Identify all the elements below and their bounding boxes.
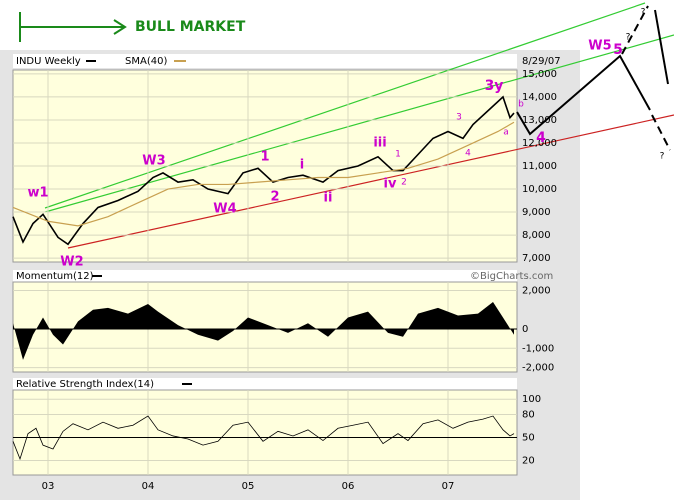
wave-label: 2 <box>401 178 407 188</box>
y-tick-label: 20 <box>522 455 535 466</box>
wave-label: iv <box>384 177 397 192</box>
header-title: BULL MARKET <box>135 19 246 35</box>
wave-label: W3 <box>142 154 165 169</box>
wave-label: w1 <box>27 186 48 201</box>
source: ©BigCharts.com <box>470 271 553 282</box>
channel-line <box>44 34 674 213</box>
wave-label: 3y <box>485 78 504 94</box>
y-tick-label: 100 <box>522 394 541 405</box>
y-tick-label: 13,000 <box>522 115 557 126</box>
y-tick-label: 12,000 <box>522 138 557 149</box>
chart-title: INDU Weekly <box>16 56 81 67</box>
wave-label: 1 <box>395 150 401 160</box>
wave-label: 5 <box>613 42 623 58</box>
wave-label: W2 <box>60 255 83 270</box>
header-strip <box>13 270 517 282</box>
projection <box>516 54 651 136</box>
x-tick-label: 04 <box>142 481 155 492</box>
date-label: 8/29/07 <box>522 56 561 67</box>
panel-title: Relative Strength Index(14) <box>16 379 154 390</box>
series-line <box>12 121 515 227</box>
y-tick-label: 80 <box>522 410 535 421</box>
wave-label: 4 <box>465 149 471 159</box>
channel-line <box>44 2 646 209</box>
arrow-head <box>113 19 127 35</box>
series-line <box>12 95 515 246</box>
plot: 7,0008,0009,00010,00011,00012,00013,0001… <box>12 8 665 492</box>
rsi-line <box>12 415 515 461</box>
wave-label: iii <box>373 136 386 151</box>
y-tick-label: 2,000 <box>522 285 551 296</box>
wave-label: ? <box>641 8 646 18</box>
projection <box>621 5 649 55</box>
momentum-area <box>13 302 514 360</box>
wave-label: W4 <box>213 202 236 217</box>
rsi-panel <box>12 389 518 476</box>
y-tick-label: -1,000 <box>522 343 554 354</box>
header-strip <box>13 378 517 390</box>
y-tick-label: 14,000 <box>522 92 557 103</box>
wave-label: W5 <box>588 39 611 54</box>
x-tick-label: 06 <box>342 481 355 492</box>
projection <box>654 9 669 85</box>
header-strip <box>13 54 517 68</box>
x-tick-label: 03 <box>42 481 55 492</box>
legend-label: SMA(40) <box>125 56 167 67</box>
projection <box>651 114 671 151</box>
y-tick-label: 7,000 <box>522 253 551 264</box>
y-tick-label: 11,000 <box>522 161 557 172</box>
wave-label: ? <box>626 33 631 43</box>
y-tick-label: 50 <box>522 432 535 443</box>
x-tick-label: 07 <box>442 481 455 492</box>
wave-label: 2 <box>270 190 279 205</box>
wave-label: 4 <box>536 130 546 146</box>
wave-label: a <box>503 128 509 138</box>
y-tick-label: 8,000 <box>522 230 551 241</box>
channel-line <box>67 114 674 249</box>
y-tick-label: 0 <box>522 324 528 335</box>
wave-label: ii <box>324 191 333 206</box>
y-tick-label: 10,000 <box>522 184 557 195</box>
y-tick-label: 15,000 <box>522 69 557 80</box>
y-tick-label: 9,000 <box>522 207 551 218</box>
wave-label: i <box>300 158 304 173</box>
x-tick-label: 05 <box>242 481 255 492</box>
y-tick-label: -2,000 <box>522 363 554 374</box>
wave-label: 3 <box>456 113 462 123</box>
wave-label: ? <box>660 152 665 162</box>
wave-label: b <box>518 100 524 110</box>
panel-title: Momentum(12) <box>16 271 94 282</box>
wave-label: 1 <box>260 150 269 165</box>
